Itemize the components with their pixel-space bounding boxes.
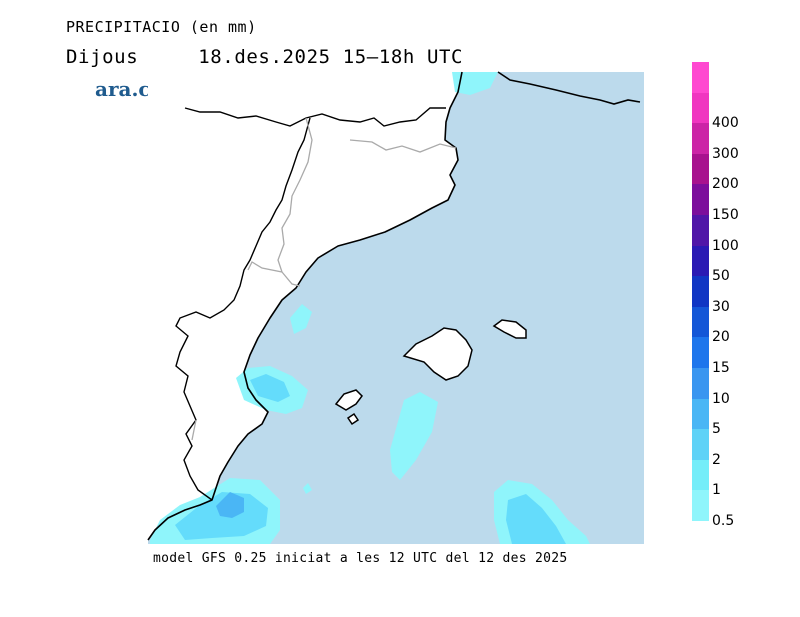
eivissa bbox=[334, 389, 363, 411]
legend-label-2: 2 bbox=[712, 451, 721, 468]
legend-label-5: 5 bbox=[712, 421, 721, 438]
forecast-period: 18.des.2025 15–18h UTC bbox=[198, 46, 464, 68]
model-info: model GFS 0.25 iniciat a les 12 UTC del … bbox=[153, 551, 568, 566]
legend-segment-0.5 bbox=[692, 490, 709, 521]
legend-label-20: 20 bbox=[712, 329, 730, 346]
precip-area-small bbox=[303, 483, 312, 494]
coastline bbox=[147, 71, 463, 541]
legend-segment-5 bbox=[692, 398, 709, 430]
legend-segment-20 bbox=[692, 306, 709, 338]
precip-area-north-coast bbox=[452, 72, 498, 95]
country-border bbox=[175, 107, 446, 501]
mallorca bbox=[402, 327, 473, 381]
legend-segment-150 bbox=[692, 184, 709, 215]
legend-segment-30 bbox=[692, 276, 709, 307]
legend-label-150: 150 bbox=[712, 207, 739, 223]
regional-border bbox=[191, 117, 457, 441]
precip-area-south-1 bbox=[390, 392, 438, 480]
forecast-datetime: Dijous 18.des.2025 15–18h UTC bbox=[66, 46, 463, 68]
legend-segment-100 bbox=[692, 215, 709, 246]
legend-label-15: 15 bbox=[712, 360, 730, 376]
menorca bbox=[492, 319, 527, 339]
precip-area-strong bbox=[216, 492, 244, 518]
legend-label-400: 400 bbox=[712, 115, 739, 132]
legend-segment-2 bbox=[692, 429, 709, 460]
legend-label-10: 10 bbox=[712, 390, 730, 407]
legend-segment-15 bbox=[692, 337, 709, 368]
chart-title: PRECIPITACIO (en mm) bbox=[66, 18, 257, 36]
forecast-day: Dijous bbox=[66, 46, 139, 68]
legend-segment-200 bbox=[692, 153, 709, 185]
legend-label-200: 200 bbox=[712, 176, 739, 193]
precip-area-delta-core bbox=[250, 374, 290, 402]
legend-label-100: 100 bbox=[712, 237, 739, 254]
legend-label-300: 300 bbox=[712, 145, 739, 162]
legend-label-50: 50 bbox=[712, 268, 730, 285]
legend-segment-1 bbox=[692, 459, 709, 491]
land-mass bbox=[148, 72, 462, 540]
legend-segment-50 bbox=[692, 245, 709, 277]
legend-label-1: 1 bbox=[712, 482, 721, 499]
legend-label-30: 30 bbox=[712, 298, 730, 315]
france-coastline bbox=[497, 71, 641, 105]
legend-segment-top bbox=[692, 62, 709, 93]
precip-area-offshore-1 bbox=[290, 304, 312, 334]
legend-segment-400 bbox=[692, 92, 709, 124]
legend-segment-300 bbox=[692, 123, 709, 154]
legend-label-0.5: 0.5 bbox=[712, 513, 735, 529]
precip-area-southeast-core bbox=[506, 494, 566, 544]
legend-segment-10 bbox=[692, 368, 709, 399]
legend-colorbar bbox=[692, 62, 709, 521]
formentera bbox=[346, 412, 360, 426]
